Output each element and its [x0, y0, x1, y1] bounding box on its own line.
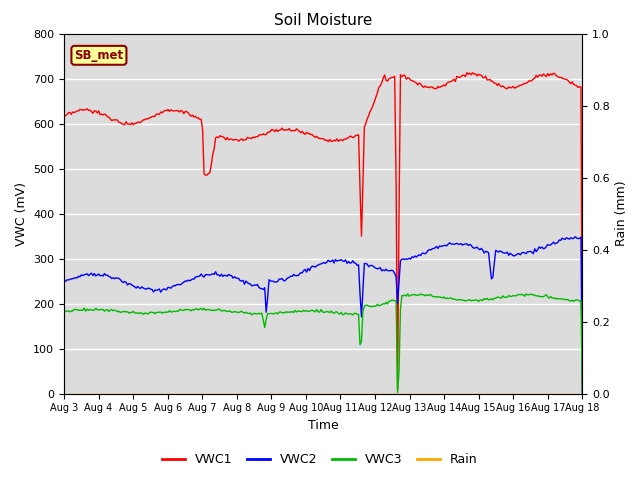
Y-axis label: Rain (mm): Rain (mm)	[616, 181, 628, 246]
Title: Soil Moisture: Soil Moisture	[274, 13, 372, 28]
Y-axis label: VWC (mV): VWC (mV)	[15, 181, 28, 246]
X-axis label: Time: Time	[308, 419, 339, 432]
Legend: VWC1, VWC2, VWC3, Rain: VWC1, VWC2, VWC3, Rain	[157, 448, 483, 471]
Text: SB_met: SB_met	[74, 49, 124, 62]
